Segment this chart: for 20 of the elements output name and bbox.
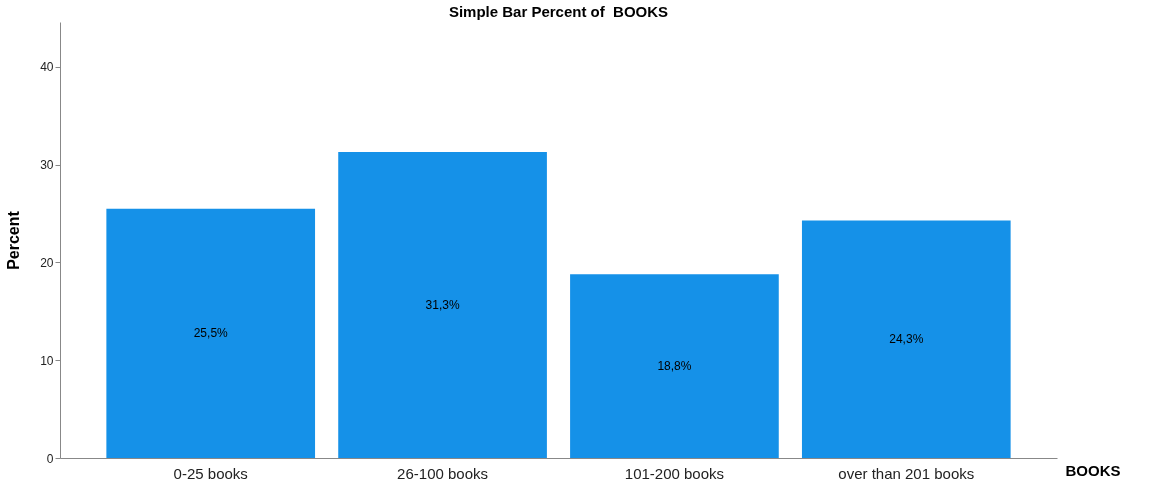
x-tick-label: 26-100 books xyxy=(397,464,489,482)
bar xyxy=(106,208,316,458)
data-label: 31,3% xyxy=(425,298,460,313)
y-tick-label: 20 xyxy=(40,255,54,270)
chart-title: Simple Bar Percent of BOOKS xyxy=(448,3,669,20)
bar xyxy=(801,220,1011,458)
y-tick-label: 10 xyxy=(40,353,54,368)
bar xyxy=(570,274,779,458)
x-tick-label: 0-25 books xyxy=(173,464,248,482)
x-tick-label: 101-200 books xyxy=(624,464,725,482)
data-label: 25,5% xyxy=(193,326,229,341)
y-axis-title: Percent xyxy=(5,210,23,270)
x-axis-title: BOOKS xyxy=(1065,461,1121,479)
bar xyxy=(338,152,547,458)
y-tick-label: 0 xyxy=(46,451,54,466)
y-tick-label: 30 xyxy=(40,158,54,173)
x-tick-label: over than 201 books xyxy=(838,464,975,482)
data-label: 18,8% xyxy=(657,359,692,374)
y-tick-label: 40 xyxy=(40,60,54,75)
data-label: 24,3% xyxy=(889,332,924,347)
